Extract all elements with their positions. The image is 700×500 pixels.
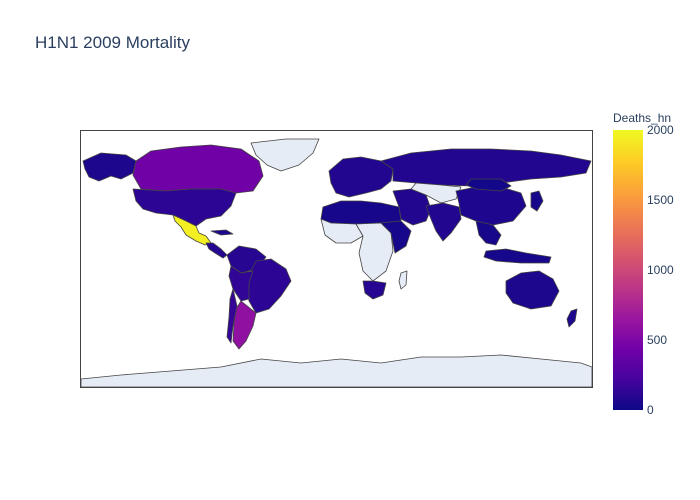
colorbar	[613, 130, 643, 410]
region-south-africa[interactable]	[362, 280, 387, 300]
region-australia[interactable]	[505, 270, 560, 310]
region-western-europe[interactable]	[328, 156, 394, 198]
region-alaska[interactable]	[82, 152, 137, 182]
chart-title: H1N1 2009 Mortality	[35, 33, 190, 52]
colorbar-tick-2000: 2000	[647, 123, 674, 137]
colorbar-tick-1500: 1500	[647, 193, 674, 207]
region-canada[interactable]	[132, 144, 264, 194]
region-antarctica[interactable]	[81, 354, 592, 387]
region-indonesia[interactable]	[483, 248, 552, 264]
colorbar-title: Deaths_hn	[613, 111, 672, 125]
region-japan[interactable]	[530, 190, 544, 212]
region-west-africa[interactable]	[320, 218, 364, 244]
region-central-africa[interactable]	[355, 222, 394, 282]
region-central-america[interactable]	[205, 242, 228, 259]
region-east-africa[interactable]	[380, 220, 412, 254]
region-china[interactable]	[455, 186, 527, 226]
colorbar-tick-0: 0	[647, 403, 654, 417]
region-madagascar[interactable]	[398, 270, 408, 290]
region-russia[interactable]	[380, 148, 592, 187]
region-brazil[interactable]	[245, 258, 292, 314]
world-map[interactable]	[81, 131, 592, 387]
region-central-asia[interactable]	[410, 182, 462, 204]
region-north-africa[interactable]	[320, 200, 402, 225]
region-india[interactable]	[425, 202, 462, 242]
region-southeast-asia[interactable]	[475, 220, 502, 246]
region-new-zealand[interactable]	[566, 308, 578, 328]
colorbar-tick-1000: 1000	[647, 263, 674, 277]
region-usa[interactable]	[132, 188, 237, 227]
region-chile[interactable]	[226, 288, 238, 344]
region-peru-bolivia[interactable]	[228, 265, 254, 302]
region-cuba[interactable]	[210, 229, 234, 236]
region-greenland[interactable]	[250, 138, 320, 172]
map-plot-area[interactable]	[80, 130, 593, 388]
colorbar-tick-500: 500	[647, 333, 668, 347]
region-mongolia[interactable]	[465, 178, 512, 192]
